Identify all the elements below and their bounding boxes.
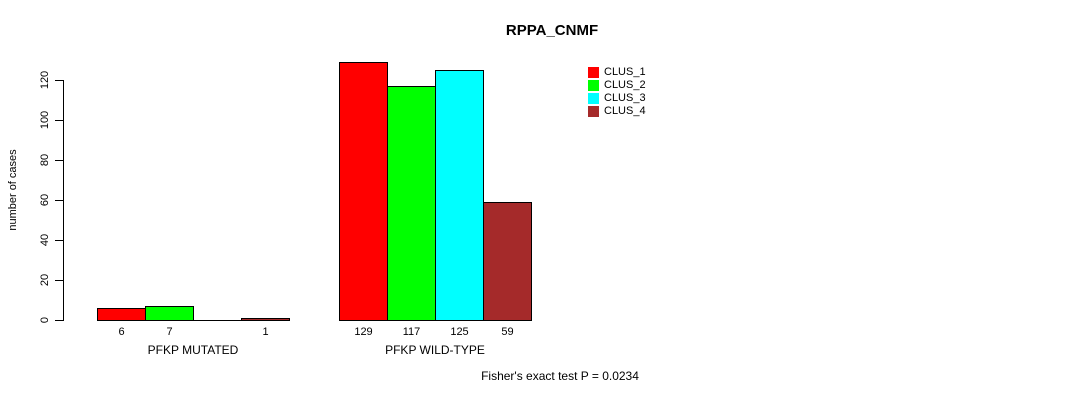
legend-swatch-clus_2 [588, 80, 599, 91]
y-tick-mark [55, 160, 63, 161]
legend-swatch-clus_3 [588, 93, 599, 104]
bar [483, 202, 532, 321]
legend-label: CLUS_1 [604, 66, 646, 78]
bar [387, 86, 436, 321]
y-tick-mark [55, 200, 63, 201]
bar-value-label: 6 [118, 326, 125, 338]
fisher-exact-test-annotation: Fisher's exact test P = 0.0234 [481, 369, 639, 383]
bar-value-label: 1 [262, 326, 269, 338]
legend-label: CLUS_4 [604, 105, 646, 117]
legend-item: CLUS_1 [588, 66, 646, 79]
y-tick-mark [55, 280, 63, 281]
y-tick-label: 20 [39, 273, 51, 287]
legend-label: CLUS_2 [604, 79, 646, 91]
bar [145, 306, 194, 321]
y-tick-label: 80 [39, 153, 51, 167]
legend-item: CLUS_2 [588, 79, 646, 92]
legend-item: CLUS_4 [588, 105, 646, 118]
y-axis-line [63, 80, 64, 321]
y-tick-label: 60 [39, 193, 51, 207]
y-tick-mark [55, 80, 63, 81]
chart-title: RPPA_CNMF [505, 22, 599, 39]
y-tick-mark [55, 320, 63, 321]
y-tick-label: 40 [39, 233, 51, 247]
bar-value-label: 125 [450, 326, 469, 338]
legend-swatch-clus_4 [588, 106, 599, 117]
bar [435, 70, 484, 321]
y-tick-label: 0 [39, 316, 51, 324]
bar [97, 308, 146, 321]
x-group-label-pfkp-wild-type: PFKP WILD-TYPE [385, 343, 485, 357]
y-tick-label: 120 [39, 70, 51, 90]
bar-value-label: 59 [501, 326, 514, 338]
bar-value-label: 7 [166, 326, 173, 338]
y-tick-mark [55, 240, 63, 241]
bar [339, 62, 388, 321]
bar [241, 318, 290, 321]
legend-item: CLUS_3 [588, 92, 646, 105]
bar-value-label: 129 [354, 326, 373, 338]
y-axis-label: number of cases [7, 149, 19, 231]
y-tick-label: 100 [39, 110, 51, 130]
legend-label: CLUS_3 [604, 92, 646, 104]
x-group-label-pfkp-mutated: PFKP MUTATED [147, 343, 239, 357]
bar-value-label: 117 [402, 326, 421, 338]
legend-swatch-clus_1 [588, 67, 599, 78]
y-tick-mark [55, 120, 63, 121]
